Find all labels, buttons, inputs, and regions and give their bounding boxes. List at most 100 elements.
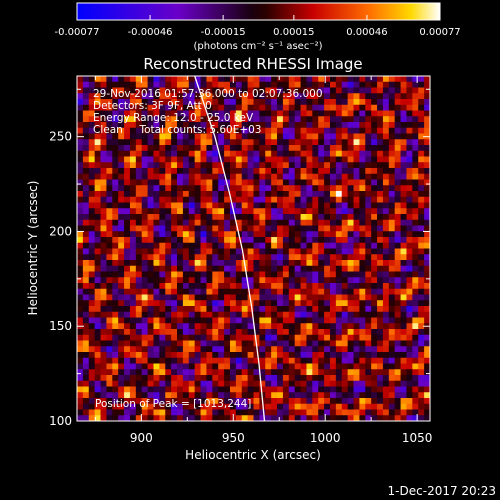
heatmap-cell [135,306,143,313]
heatmap-cell [106,237,113,244]
heatmap-cell [412,196,419,203]
heatmap-cell [112,392,119,399]
heatmap-cell [282,260,290,267]
heatmap-cell [88,225,96,232]
x-tick-label: 950 [222,431,245,445]
heatmap-cell [206,237,213,244]
heatmap-cell [212,150,219,157]
heatmap-cell [235,398,243,405]
heatmap-cell [141,139,148,146]
heatmap-cell [94,271,101,278]
heatmap-cell [388,340,396,347]
heatmap-cell [253,81,260,88]
heatmap-cell [318,398,325,405]
heatmap-cell [265,76,272,83]
heatmap-cell [129,237,137,244]
heatmap-cell [247,386,254,393]
heatmap-cell [329,375,337,382]
heatmap-cell [353,288,360,295]
heatmap-cell [212,214,219,221]
heatmap-cell [365,369,372,376]
heatmap-cell [218,127,225,134]
heatmap-cell [135,116,143,123]
heatmap-cell [424,334,430,341]
heatmap-cell [265,409,272,416]
heatmap-cell [259,231,266,238]
heatmap-cell [124,248,131,255]
heatmap-cell [177,409,184,416]
heatmap-cell [300,317,307,324]
heatmap-cell [306,185,313,192]
heatmap-cell [241,87,249,94]
heatmap-cell [112,122,119,129]
heatmap-cell [188,260,196,267]
heatmap-cell [247,133,254,140]
heatmap-cell [241,288,249,295]
heatmap-cell [353,329,360,336]
heatmap-cell [424,99,430,106]
heatmap-cell [124,208,131,215]
heatmap-cell [159,380,166,387]
heatmap-cell [388,380,396,387]
heatmap-cell [288,162,296,169]
heatmap-cell [371,283,378,290]
heatmap-cell [212,357,219,364]
heatmap-cell [394,162,401,169]
heatmap-cell [241,409,249,416]
heatmap-cell [288,93,296,100]
heatmap-cell [77,237,84,244]
heatmap-cell [353,265,360,272]
heatmap-cell [235,369,243,376]
heatmap-cell [177,116,184,123]
heatmap-cell [394,311,401,318]
heatmap-cell [112,202,119,209]
heatmap-cell [365,317,372,324]
heatmap-cell [200,300,207,307]
heatmap-cell [388,329,396,336]
heatmap-cell [200,156,207,163]
heatmap-cell [88,93,96,100]
heatmap-cell [377,398,384,405]
heatmap-cell [159,392,166,399]
heatmap-cell [188,99,196,106]
heatmap-cell [247,260,254,267]
heatmap-cell [194,127,201,134]
heatmap-cell [353,386,360,393]
heatmap-cell [171,403,178,410]
heatmap-cell [282,127,290,134]
heatmap-cell [77,340,84,347]
heatmap-cell [77,214,84,221]
heatmap-cell [288,104,296,111]
heatmap-cell [341,357,349,364]
heatmap-cell [135,398,143,405]
heatmap-cell [359,277,366,284]
heatmap-cell [365,127,372,134]
heatmap-cell [341,196,349,203]
heatmap-cell [382,139,390,146]
heatmap-cell [353,392,360,399]
heatmap-cell [165,409,172,416]
heatmap-cell [194,173,201,180]
heatmap-cell [153,375,160,382]
heatmap-cell [306,87,313,94]
heatmap-cell [424,208,430,215]
heatmap-cell [247,237,254,244]
heatmap-cell [329,139,337,146]
heatmap-cell [329,352,337,359]
heatmap-cell [335,104,343,111]
heatmap-cell [241,81,249,88]
heatmap-cell [129,403,137,410]
heatmap-cell [177,403,184,410]
heatmap-cell [424,415,430,421]
heatmap-cell [382,219,390,226]
heatmap-cell [306,248,313,255]
heatmap-cell [77,145,84,152]
heatmap-cell [224,403,231,410]
heatmap-cell [300,191,307,198]
heatmap-cell [141,311,148,318]
heatmap-cell [165,288,172,295]
heatmap-cell [235,173,243,180]
heatmap-cell [182,392,190,399]
heatmap-cell [294,283,301,290]
heatmap-cell [247,248,254,255]
